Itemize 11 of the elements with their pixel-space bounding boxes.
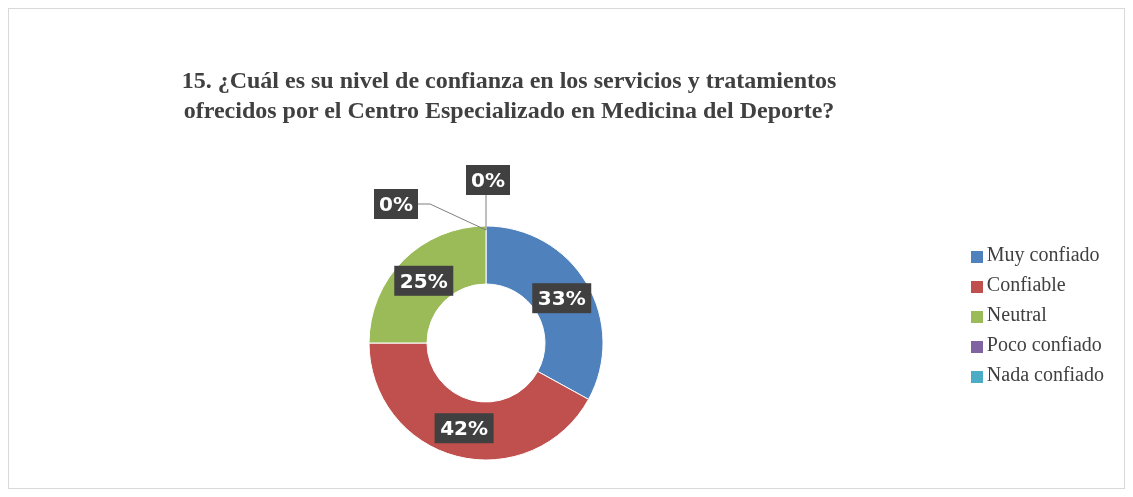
data-label: 42% bbox=[440, 416, 489, 441]
data-label: 25% bbox=[399, 268, 448, 293]
text: 0% bbox=[379, 192, 413, 216]
chart-title: 15. ¿Cuál es su nivel de confianza en los servicios y tratamientos ofrecidos por el Centro Especializado en Medicina del Deporte? bbox=[180, 66, 838, 125]
legend-label: Poco confiado bbox=[986, 333, 1102, 355]
text: 0% bbox=[471, 168, 505, 192]
data-label: 33% bbox=[537, 286, 586, 311]
legend-label: Confiable bbox=[986, 273, 1066, 295]
legend-label: Neutral bbox=[986, 303, 1047, 325]
legend-label: Nada confiado bbox=[986, 363, 1104, 385]
legend-label: Muy confiado bbox=[986, 243, 1100, 265]
